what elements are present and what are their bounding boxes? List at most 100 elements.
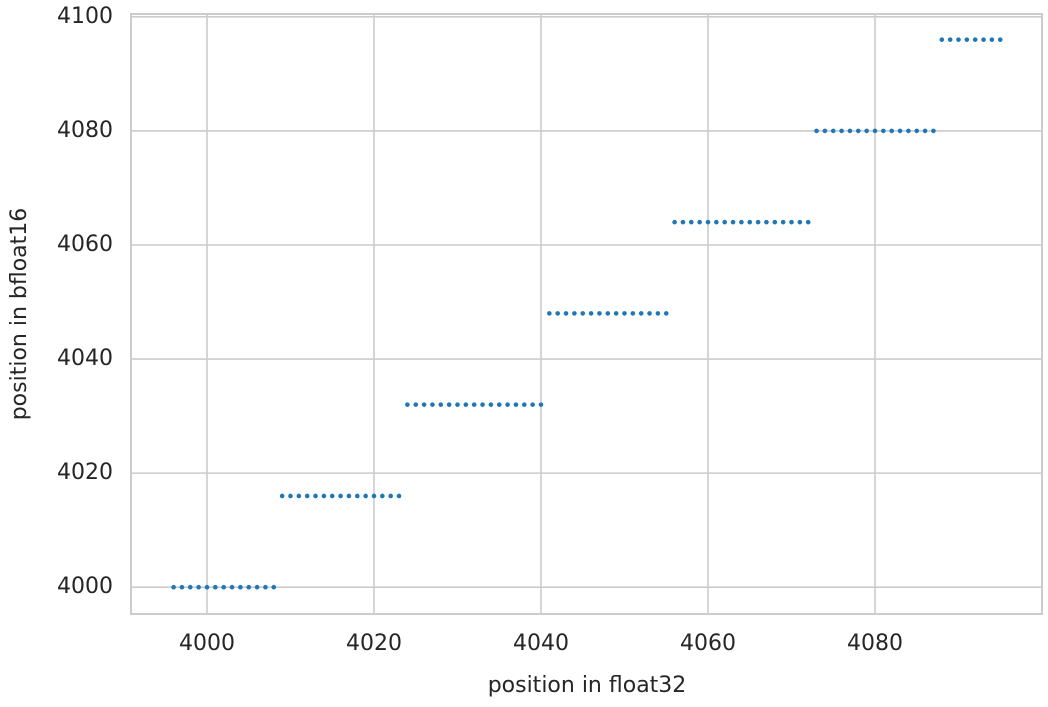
point	[430, 402, 435, 407]
point	[956, 37, 961, 42]
point	[755, 219, 761, 225]
point	[329, 493, 335, 499]
point	[304, 493, 310, 499]
point	[972, 37, 978, 42]
point	[663, 311, 669, 316]
point	[547, 311, 552, 316]
point	[764, 219, 769, 225]
x-tick-label: 4000	[179, 631, 235, 656]
point	[613, 311, 619, 316]
point	[789, 219, 794, 225]
point	[455, 402, 460, 407]
point	[396, 493, 402, 499]
point	[839, 128, 844, 134]
point	[263, 584, 268, 590]
point	[187, 584, 193, 590]
x-axis-label: position in float32	[488, 673, 687, 698]
point	[538, 402, 544, 407]
point	[405, 402, 410, 407]
point	[680, 219, 686, 225]
point	[421, 402, 427, 407]
point	[805, 219, 811, 225]
x-tick-label: 4080	[847, 631, 903, 656]
point	[196, 584, 201, 590]
y-tick-label: 4020	[57, 460, 113, 485]
point	[413, 402, 419, 407]
y-tick-label: 4100	[57, 4, 113, 29]
point	[722, 219, 727, 225]
point	[513, 402, 519, 407]
point	[480, 402, 485, 407]
point	[288, 493, 293, 499]
point	[688, 219, 694, 225]
point	[889, 128, 894, 134]
point	[446, 402, 452, 407]
point	[780, 219, 786, 225]
point	[438, 402, 444, 407]
point	[238, 584, 243, 590]
point	[981, 37, 986, 42]
y-axis-label: position in bfloat16	[7, 208, 32, 421]
point	[947, 37, 953, 42]
point	[739, 219, 744, 225]
point	[580, 311, 586, 316]
point	[363, 493, 368, 499]
point	[622, 311, 627, 316]
point	[555, 311, 560, 316]
point	[605, 311, 611, 316]
point	[463, 402, 469, 407]
point	[647, 311, 652, 316]
point	[855, 128, 861, 134]
point	[797, 219, 803, 225]
point	[881, 128, 886, 134]
point	[588, 311, 594, 316]
point	[714, 219, 719, 225]
point	[897, 128, 903, 134]
point	[847, 128, 853, 134]
point	[388, 493, 393, 499]
point	[496, 402, 502, 407]
point	[213, 584, 218, 590]
x-tick-label: 4040	[513, 631, 569, 656]
point	[471, 402, 477, 407]
point	[246, 584, 252, 590]
point	[530, 402, 535, 407]
point	[229, 584, 235, 590]
y-tick-label: 4000	[57, 574, 113, 599]
point	[931, 128, 936, 134]
point	[822, 128, 828, 134]
point	[964, 37, 970, 42]
point	[380, 493, 385, 499]
point	[221, 584, 226, 590]
point	[830, 128, 836, 134]
plot-frame	[130, 13, 1043, 615]
point	[922, 128, 928, 134]
point	[730, 219, 736, 225]
point	[814, 128, 819, 134]
point	[864, 128, 869, 134]
point	[872, 128, 878, 134]
point	[563, 311, 569, 316]
point	[296, 493, 302, 499]
point	[346, 493, 352, 499]
y-tick-label: 4060	[57, 232, 113, 257]
point	[989, 37, 995, 42]
y-tick-label: 4080	[57, 118, 113, 143]
point	[279, 493, 285, 499]
point	[521, 402, 527, 407]
point	[655, 311, 661, 316]
point	[254, 584, 260, 590]
point	[488, 402, 494, 407]
point	[171, 584, 176, 590]
point	[313, 493, 318, 499]
point	[204, 584, 210, 590]
x-tick-label: 4060	[680, 631, 736, 656]
point	[505, 402, 510, 407]
point	[747, 219, 753, 225]
point	[939, 37, 945, 42]
point	[672, 219, 677, 225]
point	[338, 493, 343, 499]
point	[997, 37, 1003, 42]
point	[906, 128, 911, 134]
